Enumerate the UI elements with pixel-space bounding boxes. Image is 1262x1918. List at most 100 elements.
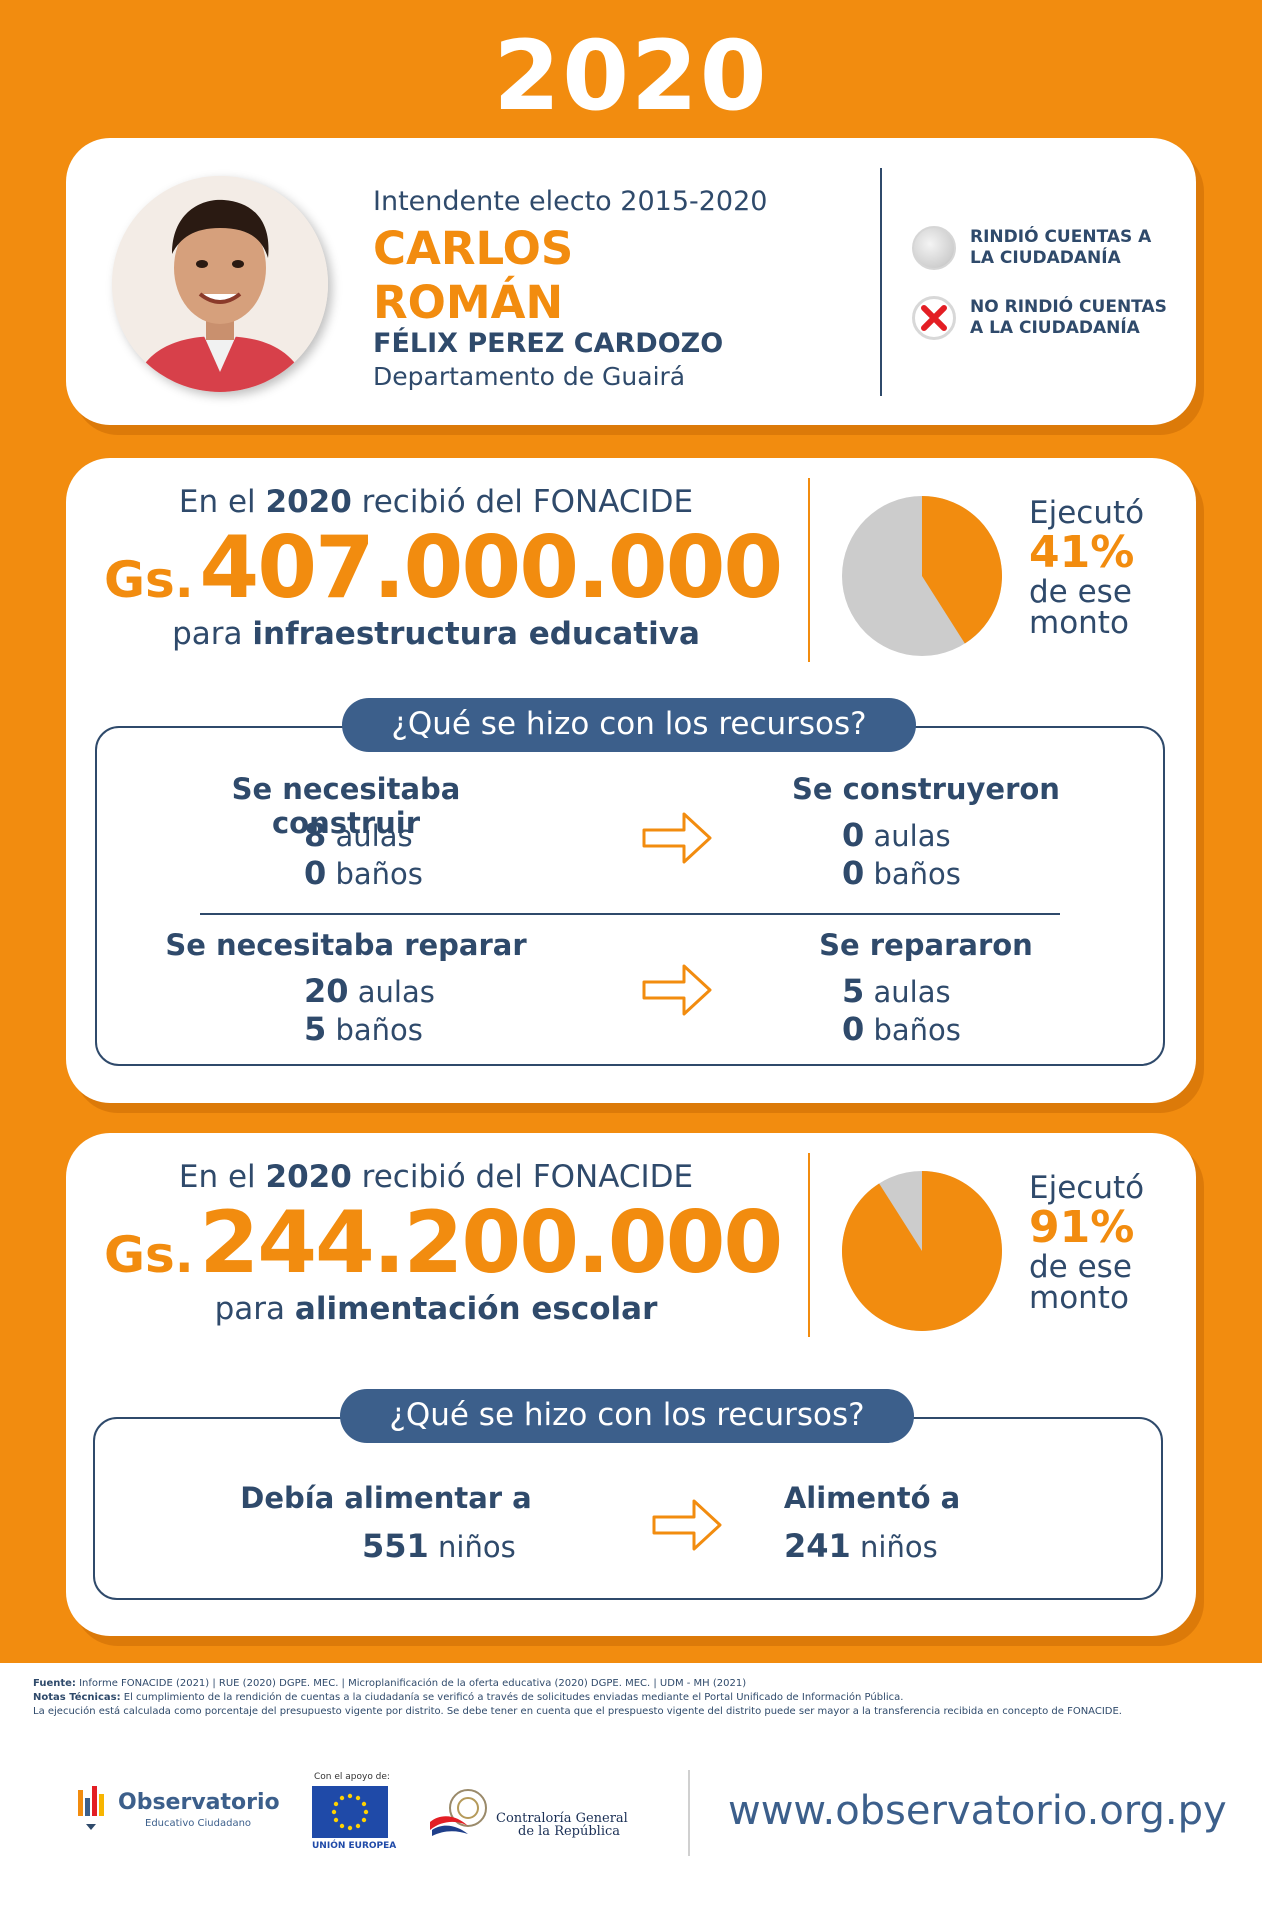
banos-label: baños (335, 857, 423, 891)
need-build-banos-value: 0 (304, 854, 327, 892)
repaired-banos: 0 baños (842, 1010, 961, 1048)
food-purpose-pre: para (214, 1291, 286, 1327)
mandate-subtitle: Intendente electo 2015-2020 (373, 186, 768, 217)
built-title: Se construyeron (792, 772, 1060, 806)
food-intro-pre: En el (178, 1159, 256, 1195)
food-purpose: para alimentación escolar (66, 1291, 806, 1327)
observatorio-title: Observatorio (118, 1790, 280, 1815)
need-build-aulas: 8 aulas (304, 816, 413, 854)
need-build-title: Se necesitaba construir (231, 772, 461, 840)
food-purpose-label: alimentación escolar (294, 1291, 658, 1327)
infra-executed-suffix1: de ese (1029, 574, 1132, 610)
notes-label: Notas Técnicas: (33, 1692, 121, 1703)
food-executed-label: Ejecutó (1029, 1170, 1145, 1206)
infra-purpose: para infraestructura educativa (66, 616, 806, 652)
food-executed: Ejecutó 91% de ese monto (1029, 1173, 1144, 1314)
need-repair-title: Se necesitaba reparar (165, 928, 527, 962)
notes-text: El cumplimiento de la rendición de cuent… (123, 1692, 904, 1703)
banos-label: baños (335, 1013, 423, 1047)
infra-purpose-pre: para (172, 616, 243, 652)
should-feed-count: 551 niños (362, 1527, 516, 1565)
infra-amount: Gs. 407.000.000 (104, 518, 824, 618)
legend-not-rendered: NO RINDIÓ CUENTAS A LA CIUDADANÍA (912, 296, 1180, 340)
footer-notes: Fuente: Informe FONACIDE (2021) | RUE (2… (33, 1677, 1233, 1719)
district-name: FÉLIX PEREZ CARDOZO (373, 328, 724, 359)
mayor-name-line1: CARLOS (373, 222, 574, 275)
contraloria-line1: Contraloría General (496, 1811, 628, 1826)
food-intro-year: 2020 (265, 1159, 352, 1195)
infra-purpose-label: infraestructura educativa (252, 616, 700, 652)
observatorio-subtitle: Educativo Ciudadano (145, 1818, 252, 1829)
aulas-label: aulas (335, 819, 413, 853)
arrow-right-icon (642, 812, 712, 864)
eu-support-label: Con el apoyo de: (314, 1772, 390, 1782)
infra-intro: En el 2020 recibió del FONACIDE (66, 484, 806, 520)
fed-count-value: 241 (784, 1527, 851, 1565)
food-pie-executed-slice (841, 1171, 1002, 1331)
repaired-title: Se repararon (819, 928, 1033, 962)
infra-row-divider (200, 913, 1060, 915)
source-line: Fuente: Informe FONACIDE (2021) | RUE (2… (33, 1677, 1233, 1691)
food-card: En el 2020 recibió del FONACIDE Gs. 244.… (66, 1133, 1196, 1636)
built-aulas-value: 0 (842, 816, 865, 854)
fed-count: 241 niños (784, 1527, 938, 1565)
year-title: 2020 (493, 20, 769, 132)
food-execution-pie (841, 1171, 1002, 1331)
contraloria-seal-icon (430, 1789, 487, 1836)
mayor-name: CARLOS ROMÁN (373, 222, 753, 330)
food-intro: En el 2020 recibió del FONACIDE (66, 1159, 806, 1195)
observatorio-logo-icon (78, 1786, 104, 1830)
infra-execution-pie (842, 496, 1003, 656)
food-currency: Gs. (104, 1226, 194, 1284)
need-build-banos: 0 baños (304, 854, 423, 892)
avatar (112, 176, 328, 392)
infra-resources-title: ¿Qué se hizo con los recursos? (342, 698, 916, 752)
food-amount-value: 244.200.000 (199, 1193, 783, 1293)
notes-line2: La ejecución está calculada como porcent… (33, 1706, 1122, 1717)
infra-pie-executed-slice (922, 496, 1003, 644)
should-feed-title: Debía alimentar a (240, 1481, 532, 1515)
legend-not-rendered-label: NO RINDIÓ CUENTAS A LA CIUDADANÍA (970, 297, 1167, 338)
department-name: Departamento de Guairá (373, 362, 686, 391)
mayor-name-line2: ROMÁN (373, 276, 564, 329)
infra-intro-year: 2020 (265, 484, 352, 520)
contraloria-name: Contraloría General de la República (496, 1812, 628, 1838)
infra-executed-pct: 41% (1029, 527, 1135, 578)
contraloria-line2: de la República (518, 1824, 621, 1839)
infra-currency: Gs. (104, 551, 194, 609)
kids-label: niños (860, 1530, 938, 1564)
food-divider (808, 1153, 810, 1337)
need-repair-aulas-value: 20 (304, 972, 349, 1010)
aulas-label: aulas (357, 975, 435, 1009)
arrow-right-icon (652, 1499, 722, 1551)
rendered-status-icon (912, 226, 956, 270)
infra-executed: Ejecutó 41% de ese monto (1029, 498, 1144, 639)
should-feed-count-value: 551 (362, 1527, 429, 1565)
repaired-banos-value: 0 (842, 1010, 865, 1048)
need-repair-banos: 5 baños (304, 1010, 423, 1048)
source-label: Fuente: (33, 1678, 76, 1689)
eu-name: UNIÓN EUROPEA (312, 1841, 397, 1851)
need-repair-aulas: 20 aulas (304, 972, 435, 1010)
need-build-aulas-value: 8 (304, 816, 327, 854)
need-repair-banos-value: 5 (304, 1010, 327, 1048)
fed-title: Alimentó a (783, 1481, 961, 1515)
infrastructure-card: En el 2020 recibió del FONACIDE Gs. 407.… (66, 458, 1196, 1103)
legend-rendered: RINDIÓ CUENTAS A LA CIUDADANÍA (912, 226, 1180, 270)
built-aulas: 0 aulas (842, 816, 951, 854)
food-intro-post: recibió del FONACIDE (361, 1159, 694, 1195)
food-executed-pct: 91% (1029, 1202, 1135, 1253)
repaired-aulas: 5 aulas (842, 972, 951, 1010)
food-executed-suffix1: de ese (1029, 1249, 1132, 1285)
banos-label: baños (873, 857, 961, 891)
profile-divider (880, 168, 882, 396)
built-banos-value: 0 (842, 854, 865, 892)
eu-flag-icon (312, 1786, 388, 1838)
website-link[interactable]: www.observatorio.org.py (728, 1788, 1227, 1834)
notes-line: Notas Técnicas: El cumplimiento de la re… (33, 1691, 1233, 1705)
built-banos: 0 baños (842, 854, 961, 892)
infra-amount-value: 407.000.000 (199, 518, 783, 618)
infra-executed-label: Ejecutó (1029, 495, 1145, 531)
kids-label: niños (438, 1530, 516, 1564)
source-text: Informe FONACIDE (2021) | RUE (2020) DGP… (79, 1678, 747, 1689)
